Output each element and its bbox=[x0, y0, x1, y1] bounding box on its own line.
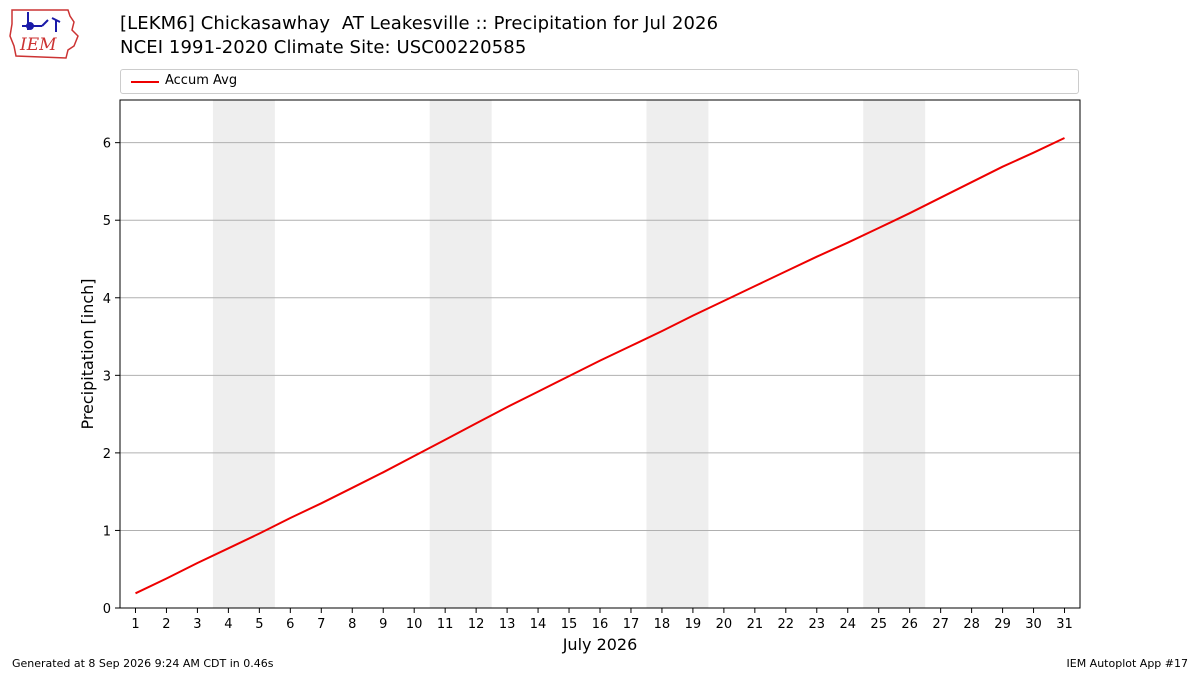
x-tick-label: 4 bbox=[224, 617, 232, 632]
y-tick-label: 0 bbox=[103, 602, 111, 617]
x-tick-label: 19 bbox=[685, 617, 702, 632]
x-tick-label: 22 bbox=[778, 617, 795, 632]
x-tick-label: 6 bbox=[286, 617, 294, 632]
x-tick-label: 9 bbox=[379, 617, 387, 632]
x-tick-label: 25 bbox=[870, 617, 887, 632]
y-tick-label: 1 bbox=[103, 524, 111, 539]
y-tick-label: 3 bbox=[103, 369, 111, 384]
x-tick-label: 31 bbox=[1056, 617, 1073, 632]
iowa-state-outline bbox=[9, 9, 79, 59]
weekend-band bbox=[646, 100, 709, 608]
x-tick-label: 5 bbox=[255, 617, 263, 632]
iem-logo: IEM bbox=[8, 6, 82, 60]
x-tick-label: 23 bbox=[809, 617, 826, 632]
x-tick-label: 2 bbox=[162, 617, 170, 632]
x-tick-label: 8 bbox=[348, 617, 356, 632]
x-tick-label: 28 bbox=[963, 617, 980, 632]
x-tick-label: 17 bbox=[623, 617, 640, 632]
x-tick-label: 29 bbox=[994, 617, 1011, 632]
x-tick-label: 14 bbox=[530, 617, 547, 632]
x-tick-label: 24 bbox=[839, 617, 856, 632]
y-tick-label: 4 bbox=[103, 292, 111, 307]
x-tick-label: 15 bbox=[561, 617, 578, 632]
weather-station-icon bbox=[22, 12, 61, 32]
weekend-band bbox=[212, 100, 275, 608]
chart-subtitle: NCEI 1991-2020 Climate Site: USC00220585 bbox=[120, 37, 527, 58]
y-tick-label: 6 bbox=[103, 137, 111, 152]
x-tick-label: 12 bbox=[468, 617, 485, 632]
x-tick-label: 10 bbox=[406, 617, 423, 632]
logo-text: IEM bbox=[19, 35, 57, 55]
app-label: IEM Autoplot App #17 bbox=[1066, 657, 1189, 670]
x-tick-label: 3 bbox=[193, 617, 201, 632]
chart-title: [LEKM6] Chickasawhay AT Leakesville :: P… bbox=[120, 13, 719, 34]
x-tick-label: 20 bbox=[716, 617, 733, 632]
weekend-band bbox=[429, 100, 492, 608]
y-tick-label: 2 bbox=[103, 447, 111, 462]
legend-swatch-accum-avg bbox=[131, 81, 159, 83]
chart-legend: Accum Avg bbox=[120, 69, 1079, 94]
x-tick-label: 27 bbox=[932, 617, 949, 632]
x-tick-label: 26 bbox=[901, 617, 918, 632]
x-tick-label: 18 bbox=[654, 617, 671, 632]
weekend-band bbox=[863, 100, 926, 608]
x-tick-label: 7 bbox=[317, 617, 325, 632]
x-axis-label: July 2026 bbox=[562, 635, 638, 654]
x-tick-label: 21 bbox=[747, 617, 764, 632]
x-tick-label: 1 bbox=[131, 617, 139, 632]
x-tick-label: 11 bbox=[437, 617, 454, 632]
x-tick-label: 13 bbox=[499, 617, 516, 632]
legend-label-accum-avg: Accum Avg bbox=[165, 73, 238, 88]
x-tick-label: 16 bbox=[592, 617, 609, 632]
x-tick-label: 30 bbox=[1025, 617, 1042, 632]
y-axis-label: Precipitation [inch] bbox=[78, 278, 97, 429]
y-tick-label: 5 bbox=[103, 214, 111, 229]
generated-timestamp: Generated at 8 Sep 2026 9:24 AM CDT in 0… bbox=[12, 657, 274, 670]
